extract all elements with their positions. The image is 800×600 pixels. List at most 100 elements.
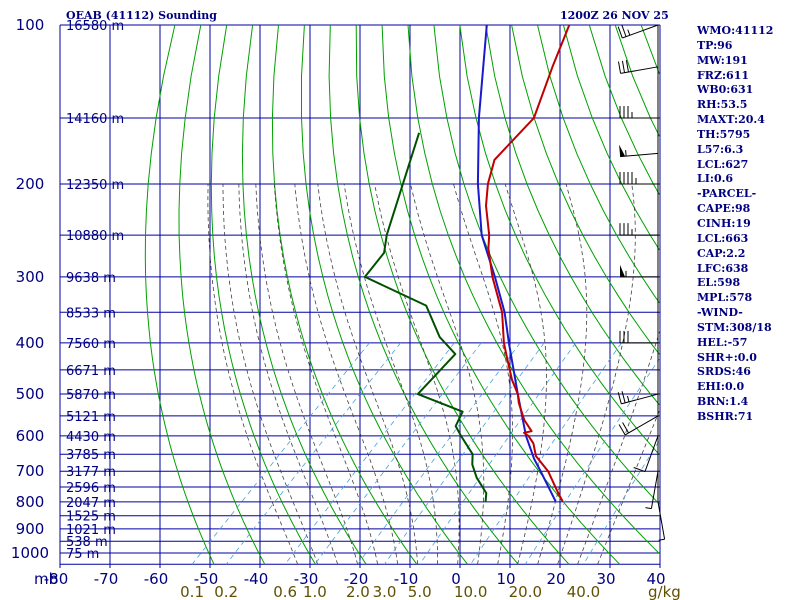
index-item: EL:598 <box>697 276 741 290</box>
wind-barb-half-flag <box>625 150 627 157</box>
pressure-tick-label: 1000 <box>11 544 49 562</box>
mixing-ratio-label: 3.0 <box>373 583 397 600</box>
pressure-tick-label: 300 <box>16 268 45 286</box>
mixing-ratio-label: 1.0 <box>303 583 327 600</box>
index-item: MPL:578 <box>697 291 753 305</box>
dry-adiabat <box>328 25 519 565</box>
wind-barb <box>657 501 666 541</box>
moist-adiabat <box>410 183 485 565</box>
pressure-tick-label: 800 <box>16 493 45 511</box>
index-item: WB0:631 <box>697 83 754 97</box>
wind-barb-half-flag <box>658 538 665 541</box>
wind-barb <box>619 330 658 344</box>
moist-adiabat <box>504 183 547 565</box>
height-label: 2596 m <box>66 481 116 496</box>
temperature-tick-label: 20 <box>546 570 565 588</box>
height-label: 4430 m <box>66 430 116 445</box>
dry-adiabat <box>178 25 266 565</box>
dry-adiabat <box>797 25 800 564</box>
temperature-tick-label: 40 <box>646 570 665 588</box>
dry-adiabat <box>407 25 660 555</box>
wind-barb <box>619 144 659 158</box>
mixing-ratio-line <box>357 342 521 565</box>
wind-barb <box>645 471 659 510</box>
mixing-ratio-unit-label: g/kg <box>648 583 681 600</box>
height-label: 6671 m <box>66 364 116 379</box>
moist-adiabat <box>374 183 460 565</box>
pressure-tick-label: 700 <box>16 462 45 480</box>
moist-adiabat <box>577 328 660 565</box>
dry-adiabat <box>433 25 660 506</box>
moist-adiabat <box>255 183 358 565</box>
mixing-ratio-label: 10.0 <box>454 583 487 600</box>
index-item: EHI:0.0 <box>697 380 745 394</box>
height-label: 5870 m <box>66 388 116 403</box>
dry-adiabat <box>771 25 800 564</box>
dry-adiabat <box>355 25 570 565</box>
mixing-ratio-line <box>384 342 545 565</box>
wind-barb <box>617 391 659 405</box>
wind-barb <box>618 415 659 436</box>
wind-barb <box>619 223 658 236</box>
temperature-tick-label: -70 <box>94 570 119 588</box>
wind-barb-flag <box>617 392 622 405</box>
dry-adiabat <box>485 25 660 407</box>
wind-barb-staff <box>621 393 659 405</box>
height-label: 9638 m <box>66 271 116 286</box>
wind-barb-flag <box>622 422 629 434</box>
wind-barb-flag <box>618 61 622 74</box>
moist-adiabat <box>273 183 378 565</box>
mixing-ratio-label: 20.0 <box>509 583 542 600</box>
moist-adiabat <box>537 183 588 565</box>
height-label: 3785 m <box>66 448 116 463</box>
wind-barb-staff <box>644 435 659 472</box>
pressure-tick-label: 100 <box>16 16 45 34</box>
chart-grid <box>59 24 661 568</box>
index-item: SHR+:0.0 <box>697 350 757 364</box>
wind-barb-flag <box>621 25 627 37</box>
index-item: FRZ:611 <box>697 68 750 82</box>
mixing-ratio-line <box>314 342 482 565</box>
mixing-ratio-line <box>191 342 370 565</box>
temperature-tick-label: 10 <box>496 570 515 588</box>
dry-adiabat <box>301 25 468 565</box>
moist-adiabat <box>453 183 513 565</box>
wind-barb-flag <box>618 424 626 436</box>
height-label: 3177 m <box>66 465 116 480</box>
index-item: STM:308/18 <box>697 320 772 334</box>
moist-adiabat <box>317 183 419 565</box>
dry-adiabat <box>271 25 418 565</box>
temperature-tick-label: 30 <box>596 570 615 588</box>
wind-barb-half-flag <box>626 395 630 402</box>
dry-adiabat <box>210 25 316 565</box>
wind-barb-half-flag <box>645 507 652 510</box>
pressure-tick-label: 200 <box>16 175 45 193</box>
wind-barb <box>620 264 658 278</box>
index-item: MW:191 <box>697 53 748 67</box>
index-item: TP:96 <box>697 38 733 52</box>
index-item: BRN:1.4 <box>697 395 749 409</box>
height-label: 7560 m <box>66 337 116 352</box>
index-item: LFC:638 <box>697 261 749 275</box>
mixing-ratio-line <box>225 342 401 565</box>
wind-barb-half-flag <box>627 29 631 36</box>
wind-barb <box>619 105 658 119</box>
index-item: -WIND- <box>697 306 743 320</box>
height-label: 12350 m <box>66 178 124 193</box>
moist-adiabat <box>238 183 338 565</box>
dry-adiabat <box>459 25 660 457</box>
dry-adiabat <box>511 25 660 356</box>
wind-barb-flag <box>621 60 626 73</box>
height-label: 10880 m <box>66 229 124 244</box>
x-axis-unit-label: mb <box>34 570 58 588</box>
index-item: BSHR:71 <box>697 409 754 423</box>
mixing-ratio-label: 0.1 <box>180 583 204 600</box>
index-item: CINH:19 <box>697 216 751 230</box>
wind-barb-column <box>617 24 666 541</box>
dewpoint-line <box>363 132 488 502</box>
index-item: WMO:41112 <box>697 24 774 37</box>
moist-adiabat <box>222 183 318 565</box>
moist-adiabats <box>207 183 660 565</box>
mixing-ratio-line <box>524 357 660 565</box>
